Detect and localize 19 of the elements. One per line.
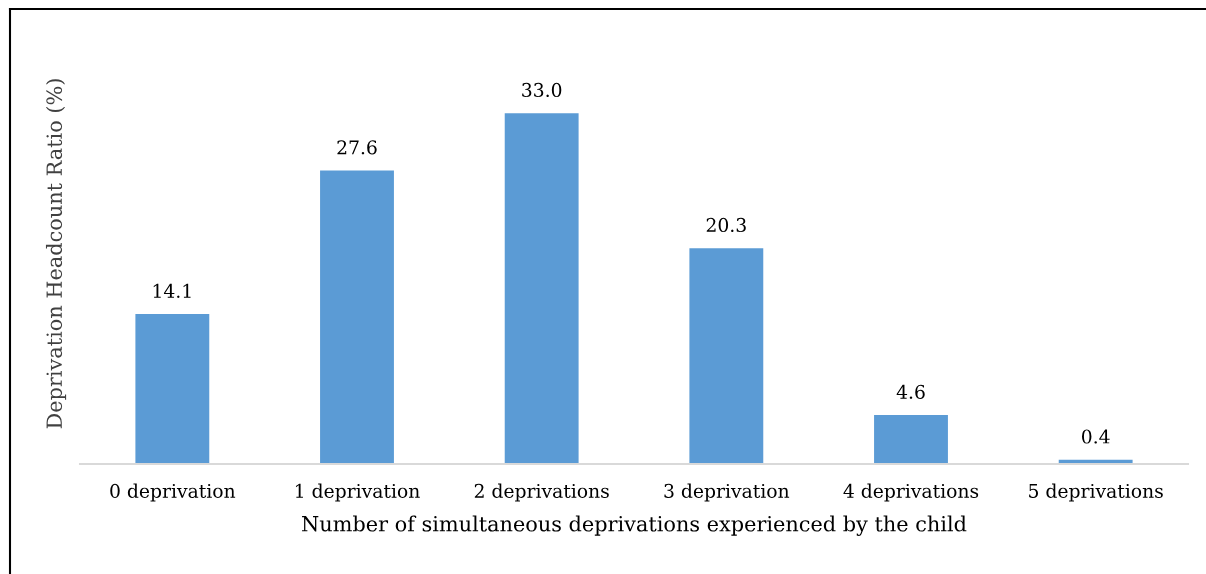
bar [689,248,764,464]
data-label: 0.4 [1081,429,1110,444]
x-tick-label: 3 deprivation [664,483,790,502]
x-tick-label: 5 deprivations [1029,483,1163,502]
bar [320,170,394,464]
x-tick-label: 1 deprivation [295,483,420,502]
x-tick-label: 4 deprivations [843,483,979,502]
bar [874,415,948,464]
x-axis-title: Number of simultaneous deprivations experienced by the child [302,515,967,536]
x-tick-label: 0 deprivation [110,483,236,502]
x-tick-label: 2 deprivations [474,483,609,502]
bar [135,314,210,464]
data-label: 4.6 [896,384,925,399]
data-label: 27.6 [337,140,377,155]
y-axis-title: Deprivation Headcount Ratio (%) [45,79,67,429]
data-label: 14.1 [153,283,191,298]
data-label: 20.3 [706,217,746,233]
bar [504,113,579,464]
data-label: 33.0 [522,82,562,98]
